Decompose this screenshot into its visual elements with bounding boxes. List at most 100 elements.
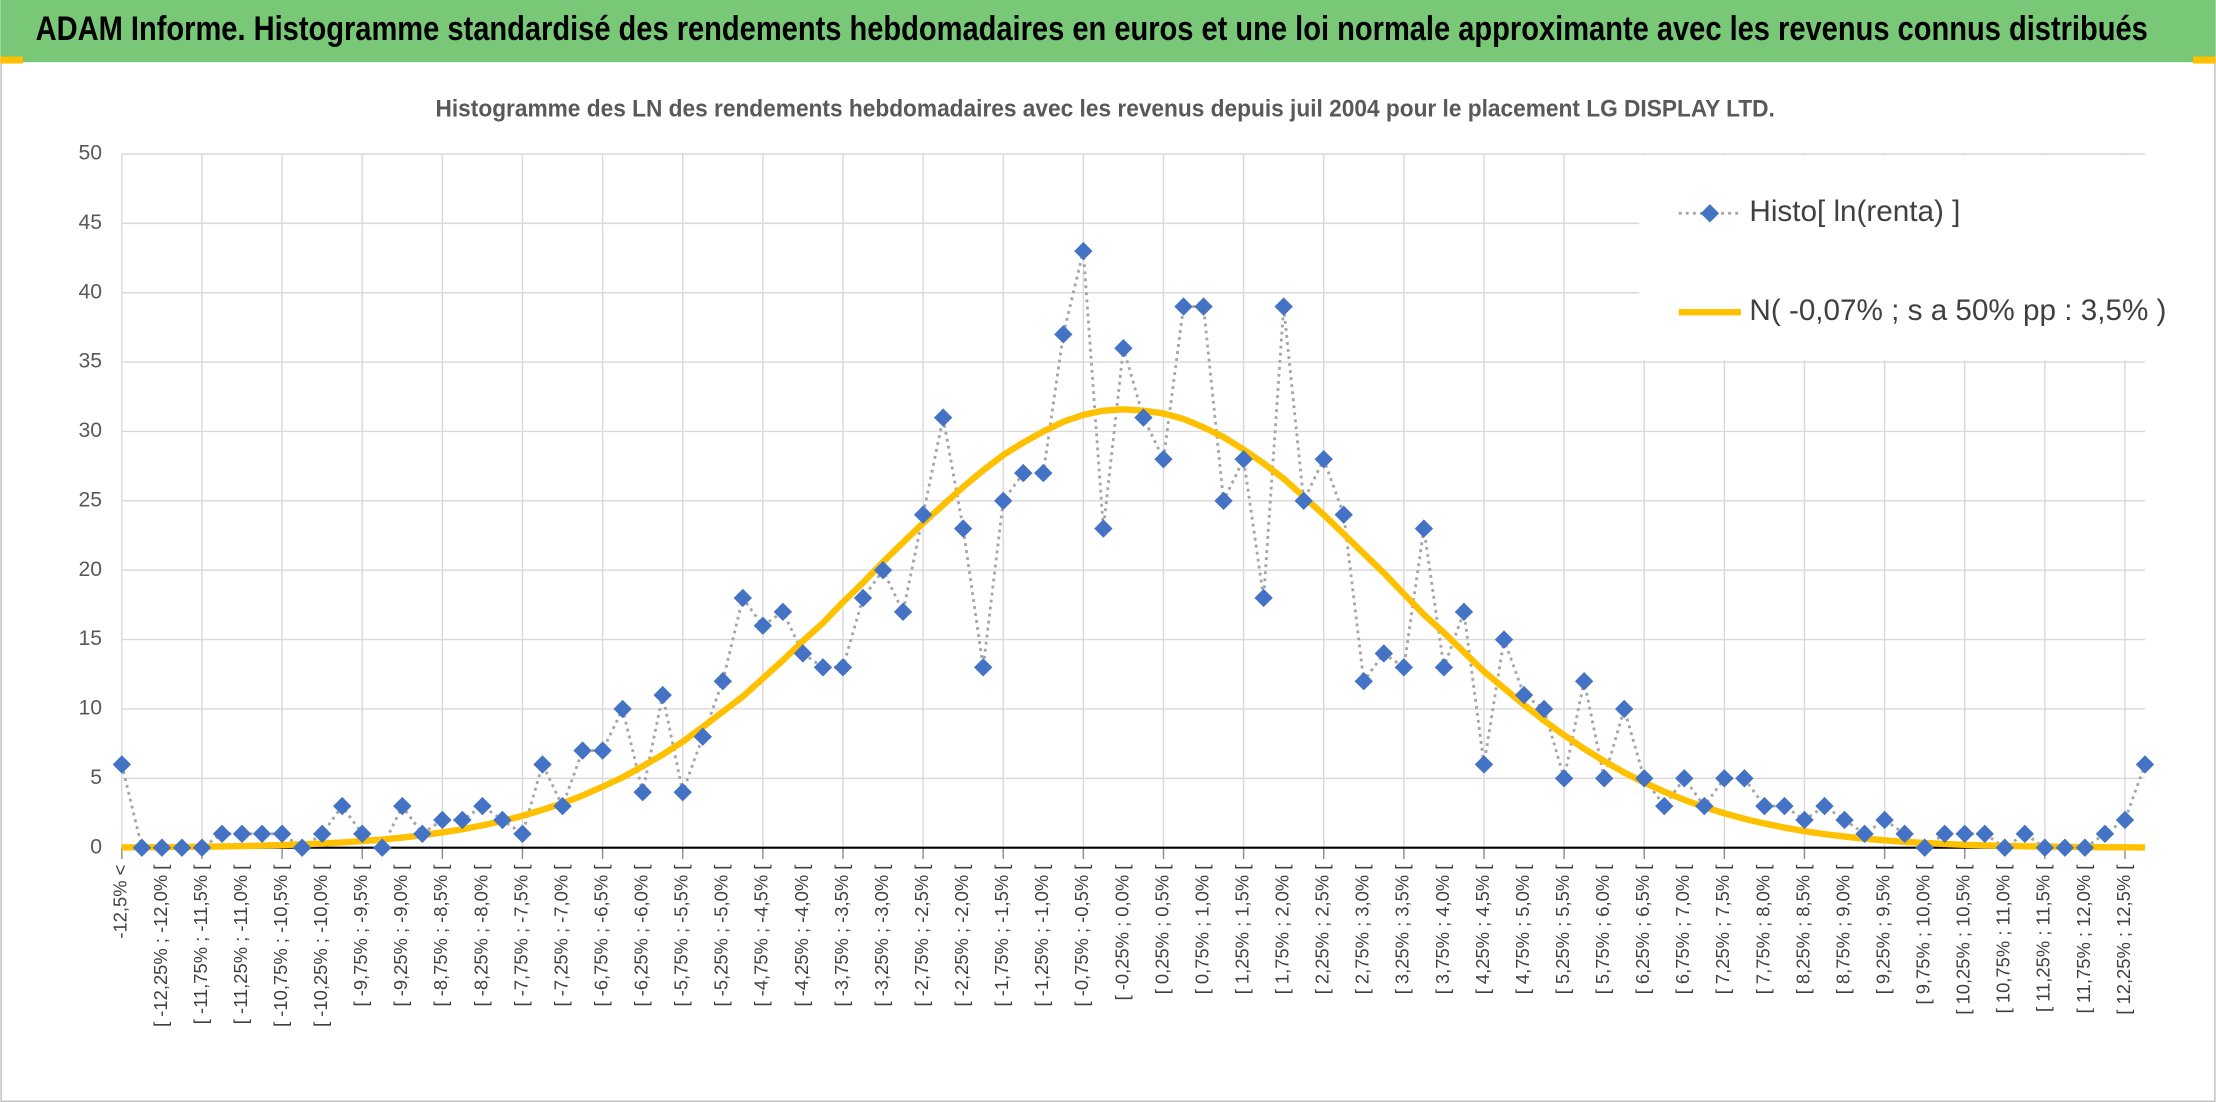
series-line (121, 406, 2146, 851)
data-point (1094, 519, 1113, 538)
data-point (1795, 810, 1814, 830)
x-tick-label: -12,5% < (110, 865, 131, 939)
y-tick-label: 25 (78, 488, 102, 511)
data-point (1594, 769, 1614, 788)
data-point (713, 672, 732, 691)
data-point (2015, 824, 2035, 844)
legend-box (1639, 155, 2146, 361)
data-point (1755, 796, 1774, 816)
data-point (333, 796, 352, 816)
data-point (773, 602, 793, 622)
y-tick-label: 20 (78, 558, 102, 581)
data-point (653, 685, 672, 705)
x-tick-label: [ 8,25% ; 8,5% [ (1792, 865, 1813, 995)
data-point (813, 658, 833, 677)
x-tick-label: [ -12,25% ; -12,0% [ (150, 865, 171, 1027)
x-tick-label: [ 4,75% ; 5,0% [ (1512, 865, 1533, 995)
data-point (1214, 491, 1233, 511)
data-point (1855, 824, 1874, 844)
x-tick-label: [ 10,75% ; 11,0% [ (1993, 865, 2014, 1014)
header-band (0, 0, 2216, 63)
data-point (453, 810, 472, 830)
y-tick-label: 10 (78, 697, 102, 720)
x-tick-label: [ -0,75% ; -0,5% [ (1071, 865, 1092, 1007)
x-tick-label: [ -4,25% ; -4,0% [ (791, 865, 812, 1007)
data-point (633, 783, 652, 802)
legend-label: Histo[ ln(renta) ] (1749, 195, 1960, 228)
x-tick-label: [ 4,25% ; 4,5% [ (1472, 865, 1493, 995)
data-point (393, 796, 412, 816)
data-point (373, 838, 392, 857)
y-tick-label: 50 (78, 142, 102, 165)
data-point (1014, 463, 1033, 483)
data-point (1374, 644, 1394, 663)
data-point (413, 824, 432, 844)
data-point (1314, 450, 1333, 469)
data-point (1675, 769, 1694, 788)
data-point (1254, 588, 1273, 608)
x-tick-label: [ 9,25% ; 9,5% [ (1872, 865, 1893, 995)
data-point (513, 824, 532, 844)
x-tick-label: [ -10,75% ; -10,5% [ (270, 865, 291, 1027)
data-point (1655, 796, 1674, 816)
data-point (1274, 297, 1293, 316)
x-tick-label: [ 1,25% ; 1,5% [ (1231, 865, 1252, 995)
data-point (733, 588, 753, 608)
data-point (272, 824, 292, 844)
data-point (613, 699, 632, 719)
y-tick-label: 15 (78, 627, 102, 650)
x-tick-label: [ -1,25% ; -1,0% [ (1031, 865, 1052, 1007)
x-tick-label: [ 3,25% ; 3,5% [ (1392, 865, 1413, 995)
x-tick-label: [ 7,75% ; 8,0% [ (1752, 865, 1773, 995)
x-tick-label: [ 10,25% ; 10,5% [ (1953, 865, 1974, 1015)
x-tick-label: [ 6,25% ; 6,5% [ (1632, 865, 1653, 995)
x-tick-label: [ -3,25% ; -3,0% [ (871, 865, 892, 1007)
data-point (1815, 796, 1834, 816)
x-tick-label: [ -7,25% ; -7,0% [ (550, 865, 571, 1007)
x-tick-label: [ -3,75% ; -3,5% [ (831, 865, 852, 1007)
x-tick-label: [ -6,25% ; -6,0% [ (631, 865, 652, 1007)
data-point (1394, 658, 1414, 677)
data-point (1194, 297, 1213, 316)
data-point (1454, 602, 1474, 622)
x-tick-label: [ 0,25% ; 0,5% [ (1151, 865, 1172, 995)
data-point (553, 796, 572, 816)
x-tick-label: [ -2,75% ; -2,5% [ (911, 865, 932, 1007)
data-point (1574, 672, 1594, 691)
data-point (232, 824, 252, 844)
x-tick-label: [ -1,75% ; -1,5% [ (991, 865, 1012, 1007)
data-point (2055, 838, 2075, 857)
data-point (673, 783, 692, 802)
data-point (1875, 810, 1894, 830)
data-point (292, 838, 312, 857)
data-point (1114, 339, 1133, 358)
data-point (793, 644, 813, 663)
x-tick-label: [ -8,75% ; -8,5% [ (430, 865, 451, 1007)
x-tick-label: [ 12,25% ; 12,5% [ (2113, 865, 2134, 1015)
data-point (1174, 297, 1193, 316)
x-tick-label: [ -9,75% ; -9,5% [ (350, 865, 371, 1007)
x-tick-label: [ 0,75% ; 1,0% [ (1191, 865, 1212, 995)
data-point (1935, 824, 1954, 844)
data-point (1835, 810, 1854, 830)
x-tick-label: [ -8,25% ; -8,0% [ (470, 865, 491, 1007)
x-tick-label: [ -7,75% ; -7,5% [ (510, 865, 531, 1007)
y-tick-label: 0 (90, 835, 102, 858)
x-tick-label: [ 2,25% ; 2,5% [ (1312, 865, 1333, 995)
x-tick-label: [ 1,75% ; 2,0% [ (1272, 865, 1293, 995)
x-tick-label: [ 6,75% ; 7,0% [ (1672, 865, 1693, 995)
data-point (573, 741, 592, 760)
y-tick-label: 40 (78, 280, 102, 303)
data-point (1715, 769, 1734, 788)
data-point (132, 838, 152, 857)
data-point (353, 824, 372, 844)
data-point (1294, 491, 1313, 511)
x-tick-label: [ 3,75% ; 4,0% [ (1432, 865, 1453, 995)
data-point (853, 588, 873, 608)
x-tick-label: [ 11,25% ; 11,5% [ (2033, 865, 2054, 1012)
series-line (120, 250, 2147, 850)
x-tick-label: [ -6,75% ; -6,5% [ (590, 865, 611, 1007)
data-point (1975, 824, 1994, 844)
x-tick-label: [ -11,75% ; -11,5% [ (190, 865, 211, 1025)
